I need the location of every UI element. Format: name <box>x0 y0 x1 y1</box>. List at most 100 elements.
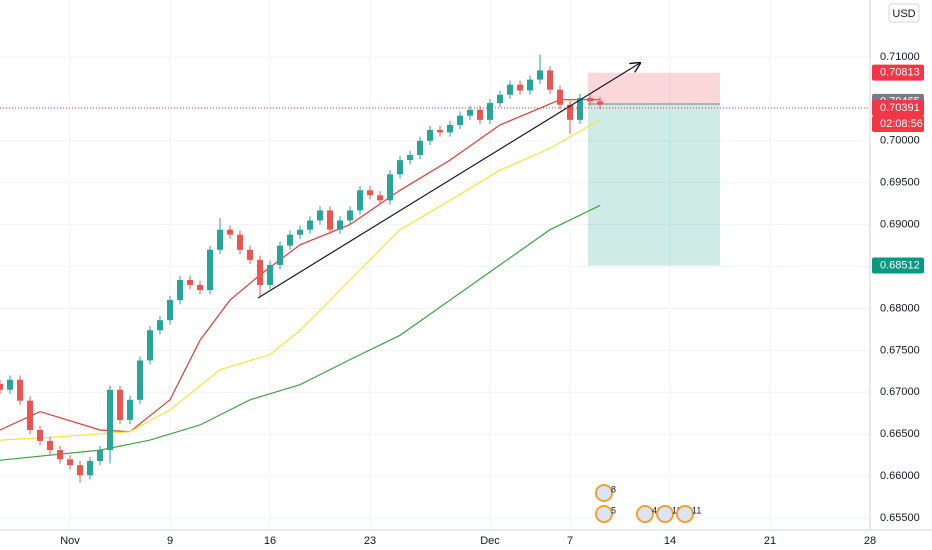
candle-body <box>467 109 473 116</box>
event-icon <box>676 505 694 523</box>
candle-body <box>0 383 3 390</box>
axes: 0.65500 0.66000 0.66500 0.67000 0.67500 0.680… <box>60 51 920 547</box>
candle-body <box>337 220 343 230</box>
candle-body <box>297 229 303 235</box>
candle-body <box>397 160 403 175</box>
candle-body <box>147 330 153 361</box>
candle-body <box>167 300 173 321</box>
candle-body <box>17 379 23 401</box>
y-tick-label: 0.68000 <box>880 302 920 314</box>
candle-body <box>287 234 293 246</box>
x-tick-label: 14 <box>664 535 676 547</box>
candle-body <box>267 264 273 285</box>
currency[interactable]: USD <box>892 8 915 20</box>
candle-body <box>97 450 103 462</box>
event-count: 11 <box>692 505 701 515</box>
event-icon <box>656 505 674 523</box>
target-zone <box>588 103 720 266</box>
candle-body <box>47 440 53 451</box>
y-tick-label: 0.66000 <box>880 470 920 482</box>
moving-averages <box>0 99 601 461</box>
y-tick-label: 0.66500 <box>880 428 920 440</box>
candle-body <box>577 98 583 120</box>
candle-body <box>307 220 313 230</box>
candle-body <box>537 70 543 80</box>
candle-body <box>457 115 463 125</box>
price-label: 0.70813 <box>880 67 920 79</box>
candle-body <box>367 190 373 196</box>
candle-body <box>477 109 483 120</box>
moving-average <box>0 99 600 433</box>
stop-zone <box>588 72 720 104</box>
event-icon <box>595 484 613 502</box>
candle-body <box>77 465 83 476</box>
candle-body <box>257 259 263 285</box>
candle-body <box>137 360 143 400</box>
candle-body <box>67 459 73 466</box>
y-tick-label: 0.65500 <box>880 512 920 524</box>
price-label-bg <box>872 64 924 81</box>
y-tick-label: 0.69500 <box>880 177 920 189</box>
candle-body <box>87 461 93 476</box>
x-tick-label: 16 <box>264 535 276 547</box>
candle-body <box>197 284 203 291</box>
y-tick-label: 0.70000 <box>880 135 920 147</box>
candle-body <box>597 101 603 105</box>
x-tick-label: Nov <box>60 535 80 547</box>
x-tick-label: 21 <box>764 535 776 547</box>
candle-body <box>387 174 393 201</box>
candle-body <box>217 229 223 250</box>
candle-body <box>497 94 503 104</box>
candle-body <box>417 140 423 156</box>
candle-body <box>57 450 63 460</box>
x-tick-label: Dec <box>480 535 500 547</box>
candle-body <box>7 379 13 390</box>
candle-body <box>247 249 253 260</box>
candle-body <box>487 103 493 120</box>
candle-body <box>407 155 413 161</box>
candle-body <box>107 389 113 451</box>
candle-body <box>557 89 563 105</box>
currency-button[interactable] <box>888 3 920 23</box>
moving-average <box>0 119 601 441</box>
event-count: 11 <box>672 505 681 515</box>
candle-body <box>437 129 443 133</box>
candle-body <box>187 279 193 285</box>
candle-body <box>227 229 233 235</box>
price-label: 0.68512 <box>880 259 920 271</box>
candle-body <box>347 210 353 221</box>
candle-body <box>327 210 333 230</box>
candle-body <box>207 249 213 291</box>
candle-body <box>587 98 593 102</box>
candle-body <box>27 400 33 431</box>
candle-body <box>377 195 383 201</box>
y-tick-label: 0.67500 <box>880 344 920 356</box>
x-tick-label: 9 <box>167 535 173 547</box>
event-count: 8 <box>611 484 616 494</box>
position-tool <box>588 72 720 266</box>
candle-body <box>517 84 523 91</box>
candle-body <box>547 70 553 90</box>
x-tick-label: 23 <box>364 535 376 547</box>
candle-body <box>177 279 183 301</box>
candles <box>0 54 603 483</box>
x-tick-label: 28 <box>864 535 876 547</box>
candle-body <box>567 104 573 120</box>
candle-body <box>507 84 513 95</box>
candle-body <box>427 129 433 141</box>
price-label-bg <box>872 257 924 274</box>
countdown-bg <box>872 116 924 133</box>
y-tick-label: 0.67000 <box>880 386 920 398</box>
candle-body <box>37 430 43 441</box>
y-tick-label: 0.71000 <box>880 51 920 63</box>
candle-body <box>157 320 163 331</box>
moving-average <box>0 204 601 461</box>
x-tick-label: 7 <box>567 535 573 547</box>
candle-body <box>237 234 243 250</box>
candle-body <box>527 79 533 91</box>
candle-body <box>277 245 283 265</box>
y-tick-label: 0.69000 <box>880 219 920 231</box>
price-label: 0.70391 <box>880 102 920 114</box>
candle-body <box>317 210 323 221</box>
event-icon <box>636 505 654 523</box>
